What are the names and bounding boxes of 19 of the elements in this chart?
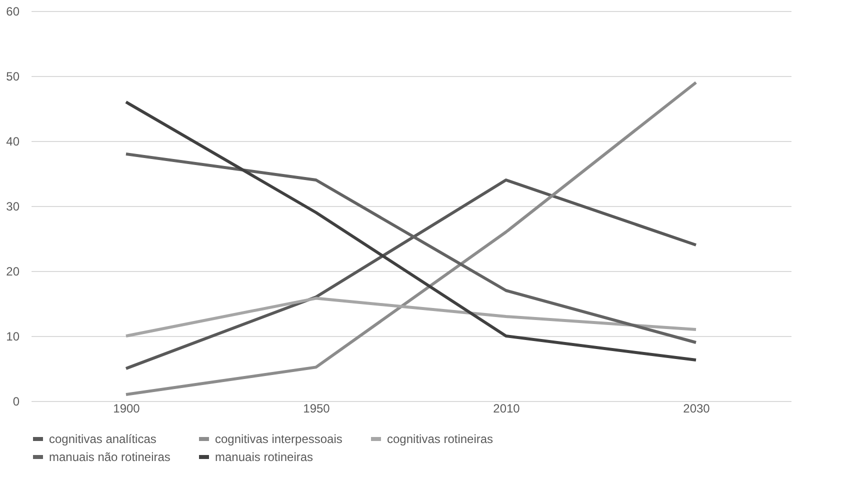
- y-tick-label: 50: [6, 70, 20, 84]
- legend-label: manuais rotineiras: [215, 450, 314, 464]
- legend-label: cognitivas analíticas: [49, 432, 156, 446]
- x-tick-label: 1950: [303, 402, 330, 416]
- y-tick-label: 0: [12, 394, 20, 408]
- x-tick-label: 2030: [683, 402, 710, 416]
- line-series: [124, 296, 698, 338]
- line-series: [124, 100, 698, 362]
- y-tick-label: 20: [6, 264, 20, 278]
- y-tick-label: 60: [6, 4, 20, 18]
- y-tick-label: 40: [6, 134, 20, 148]
- legend-label: manuais não rotineiras: [49, 450, 170, 464]
- legend-label: cognitivas rotineiras: [387, 432, 494, 446]
- line-series: [124, 81, 698, 396]
- x-tick-label: 2010: [493, 402, 520, 416]
- legend-label: cognitivas interpessoais: [215, 432, 342, 446]
- y-tick-label: 10: [6, 330, 20, 344]
- x-tick-label: 1900: [113, 402, 140, 416]
- y-tick-label: 30: [6, 200, 20, 214]
